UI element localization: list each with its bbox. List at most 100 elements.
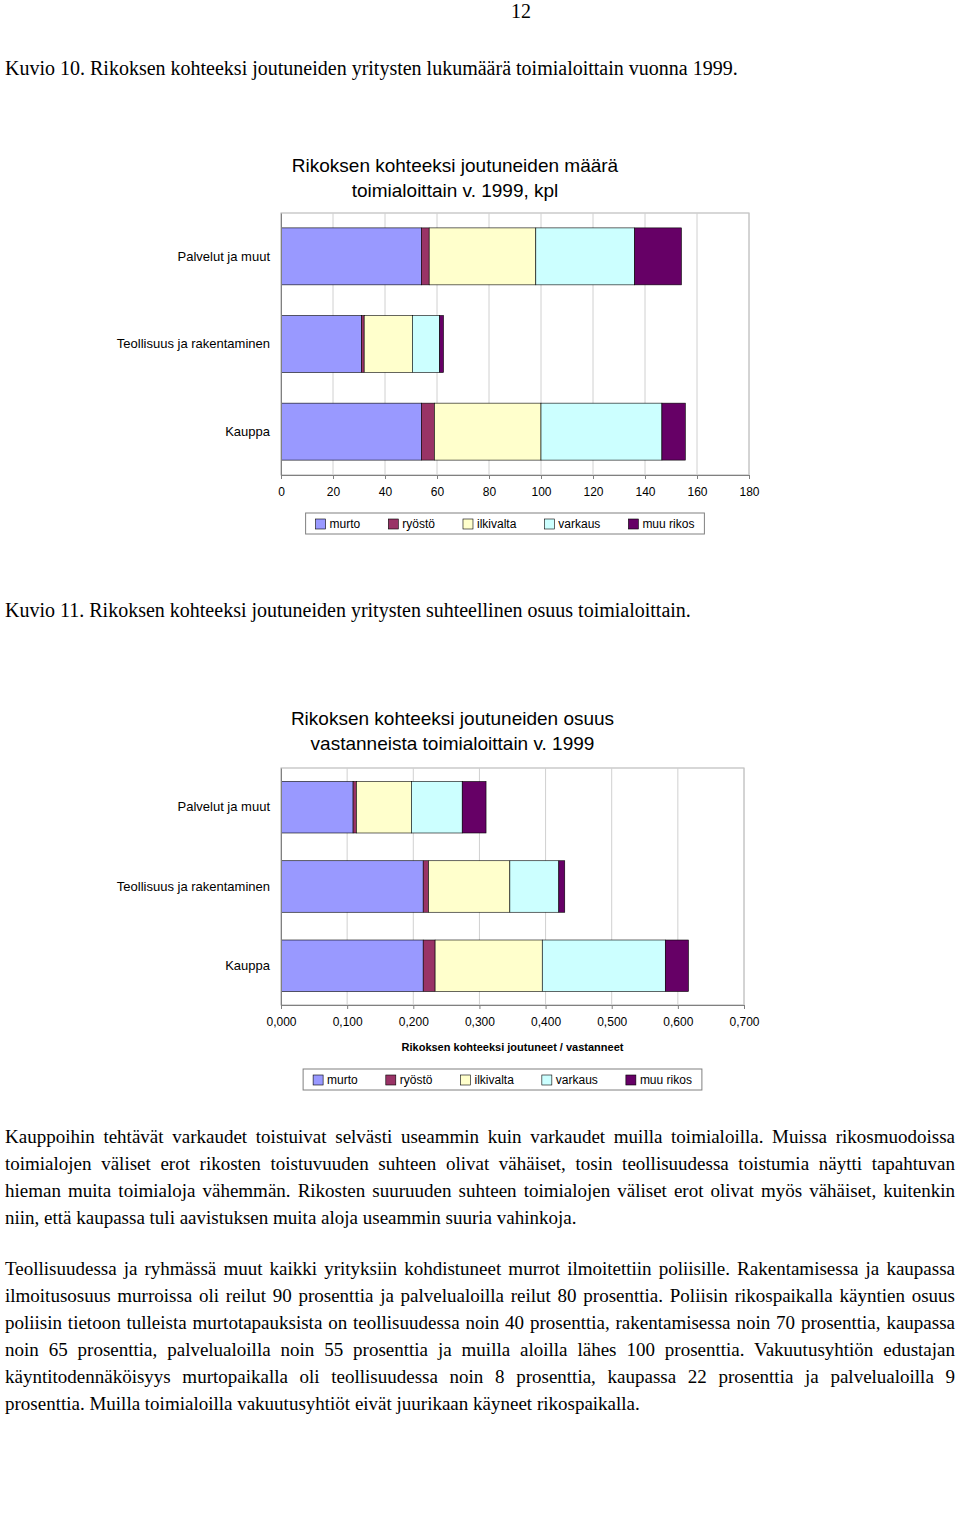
legend: murtoryöstöilkivaltavarkausmuu rikos xyxy=(306,513,705,534)
tick: Kauppa xyxy=(225,424,281,439)
tick: 0,000 xyxy=(266,1005,296,1029)
bar xyxy=(411,781,462,833)
tick: 160 xyxy=(687,475,707,499)
legend-label: varkaus xyxy=(556,1073,598,1087)
tick: 0,600 xyxy=(663,1005,693,1029)
x-axis: 0,000 0,100 0,200 0,300 0,400 0,500 0,600 0,700 xyxy=(266,1005,759,1029)
bar xyxy=(435,940,542,992)
tick-label: 60 xyxy=(431,485,445,499)
bar xyxy=(536,228,635,285)
tick-mark xyxy=(489,475,490,479)
tick-label: 20 xyxy=(327,485,341,499)
bar xyxy=(356,781,411,833)
bar xyxy=(423,940,435,992)
tick-label: 0,100 xyxy=(333,1015,363,1029)
legend-swatch xyxy=(316,519,326,529)
bar xyxy=(541,403,662,460)
legend-swatch xyxy=(544,519,554,529)
bar xyxy=(412,316,439,373)
tick: Teollisuus ja rakentaminen xyxy=(117,336,281,351)
legend-label: murto xyxy=(327,1073,358,1087)
x-axis-title: Rikoksen kohteeksi joutuneet / vastannee… xyxy=(402,1041,624,1053)
bar xyxy=(364,316,412,373)
legend-label: ilkivalta xyxy=(477,517,517,531)
tick: 100 xyxy=(531,475,551,499)
category-label: Palvelut ja muut xyxy=(178,799,271,814)
tick-label: 0,500 xyxy=(597,1015,627,1029)
bar xyxy=(635,228,682,285)
tick: 60 xyxy=(431,475,445,499)
bar xyxy=(440,316,444,373)
figure-caption: Kuvio 11. Rikoksen kohteeksi joutuneiden… xyxy=(5,599,691,622)
tick-label: 0,000 xyxy=(266,1015,296,1029)
tick-mark xyxy=(678,1005,679,1009)
axis-line xyxy=(281,769,282,1006)
legend-item: ilkivalta xyxy=(460,1073,514,1087)
legend-label: muu rikos xyxy=(640,1073,692,1087)
chart-title: Rikoksen kohteeksi joutuneiden osuusvast… xyxy=(291,708,614,754)
legend-item: varkaus xyxy=(544,517,600,531)
tick-mark xyxy=(479,1005,480,1009)
tick: 180 xyxy=(739,475,759,499)
legend-item: muu rikos xyxy=(626,1073,692,1087)
legend-label: ryöstö xyxy=(400,1073,433,1087)
legend-swatch xyxy=(542,1075,552,1085)
bar xyxy=(353,781,356,833)
bar xyxy=(281,316,362,373)
tick: 0,400 xyxy=(531,1005,561,1029)
bars xyxy=(281,228,685,460)
tick-mark xyxy=(645,475,646,479)
bar xyxy=(281,940,423,992)
tick-label: 140 xyxy=(635,485,655,499)
grid-line xyxy=(281,213,282,475)
legend-box xyxy=(303,1069,702,1090)
grid xyxy=(281,768,744,1005)
axis-line xyxy=(281,214,282,476)
tick-mark xyxy=(347,1005,348,1009)
tick-mark xyxy=(541,475,542,479)
bar xyxy=(423,861,428,913)
tick: Teollisuus ja rakentaminen xyxy=(117,879,281,894)
tick-mark xyxy=(333,475,334,479)
tick-label: 0,300 xyxy=(465,1015,495,1029)
grid xyxy=(281,213,749,475)
legend-swatch xyxy=(460,1075,470,1085)
legend: murto ryöstö ilkivalta varkaus muu rikos xyxy=(303,1069,702,1090)
legend-swatch xyxy=(386,1075,396,1085)
legend-item: ryöstö xyxy=(388,517,435,531)
tick: Palvelut ja muut xyxy=(178,249,282,264)
page-graphics: 12Kuvio 10. Rikoksen kohteeksi joutuneid… xyxy=(0,0,960,1110)
bar xyxy=(665,940,688,992)
legend-label: murto xyxy=(330,517,361,531)
legend-swatch xyxy=(463,519,473,529)
legend-swatch xyxy=(388,519,398,529)
paragraph: Teollisuudessa ja ryhmässä muut kaikki y… xyxy=(5,1255,955,1417)
tick-label: 0,700 xyxy=(729,1015,759,1029)
tick-mark xyxy=(385,475,386,479)
grid-line xyxy=(697,213,698,475)
tick-label: 120 xyxy=(583,485,603,499)
tick-mark xyxy=(749,475,750,479)
tick: 40 xyxy=(379,475,393,499)
axis-line xyxy=(282,1006,745,1010)
tick-mark xyxy=(281,475,282,479)
tick: 0,700 xyxy=(729,1005,759,1029)
tick-label: 0,200 xyxy=(399,1015,429,1029)
bar xyxy=(421,403,434,460)
tick-label: 180 xyxy=(739,485,759,499)
legend-swatch xyxy=(626,1075,636,1085)
tick: 0,200 xyxy=(399,1005,429,1029)
axis-line xyxy=(282,476,750,480)
tick-label: 160 xyxy=(687,485,707,499)
plot-frame xyxy=(281,768,744,1005)
legend-item: ilkivalta xyxy=(463,517,517,531)
tick-mark xyxy=(612,1005,613,1009)
tick: 120 xyxy=(583,475,603,499)
tick-mark xyxy=(281,1005,282,1009)
category-label: Teollisuus ja rakentaminen xyxy=(117,879,270,894)
tick-label: 100 xyxy=(531,485,551,499)
bar xyxy=(281,228,421,285)
tick-label: 80 xyxy=(483,485,497,499)
figure-caption: Kuvio 10. Rikoksen kohteeksi joutuneiden… xyxy=(5,57,738,80)
tick: 20 xyxy=(327,475,341,499)
